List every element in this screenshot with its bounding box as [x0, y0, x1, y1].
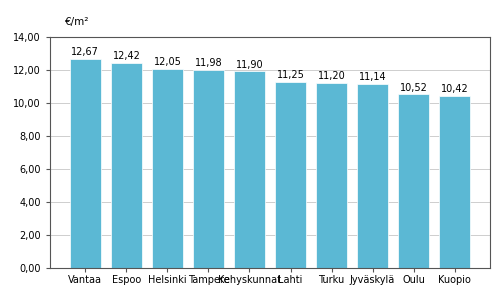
Text: 12,05: 12,05 — [154, 57, 182, 67]
Bar — [398, 94, 429, 268]
Bar — [357, 84, 388, 268]
Text: 12,42: 12,42 — [112, 51, 140, 61]
Text: 11,98: 11,98 — [194, 58, 222, 68]
Bar — [234, 71, 265, 268]
Text: 10,52: 10,52 — [400, 83, 427, 92]
Text: 12,67: 12,67 — [72, 47, 100, 57]
Text: 11,14: 11,14 — [359, 72, 386, 82]
Bar — [152, 69, 183, 268]
Text: 11,20: 11,20 — [318, 71, 345, 81]
Bar — [316, 83, 347, 268]
Bar — [275, 82, 306, 268]
Bar — [70, 59, 101, 268]
Text: 11,25: 11,25 — [276, 70, 304, 81]
Bar — [439, 96, 470, 268]
Bar — [111, 63, 142, 268]
Text: €/m²: €/m² — [65, 17, 89, 27]
Bar — [193, 70, 224, 268]
Text: 11,90: 11,90 — [236, 60, 264, 70]
Text: 10,42: 10,42 — [440, 84, 468, 94]
